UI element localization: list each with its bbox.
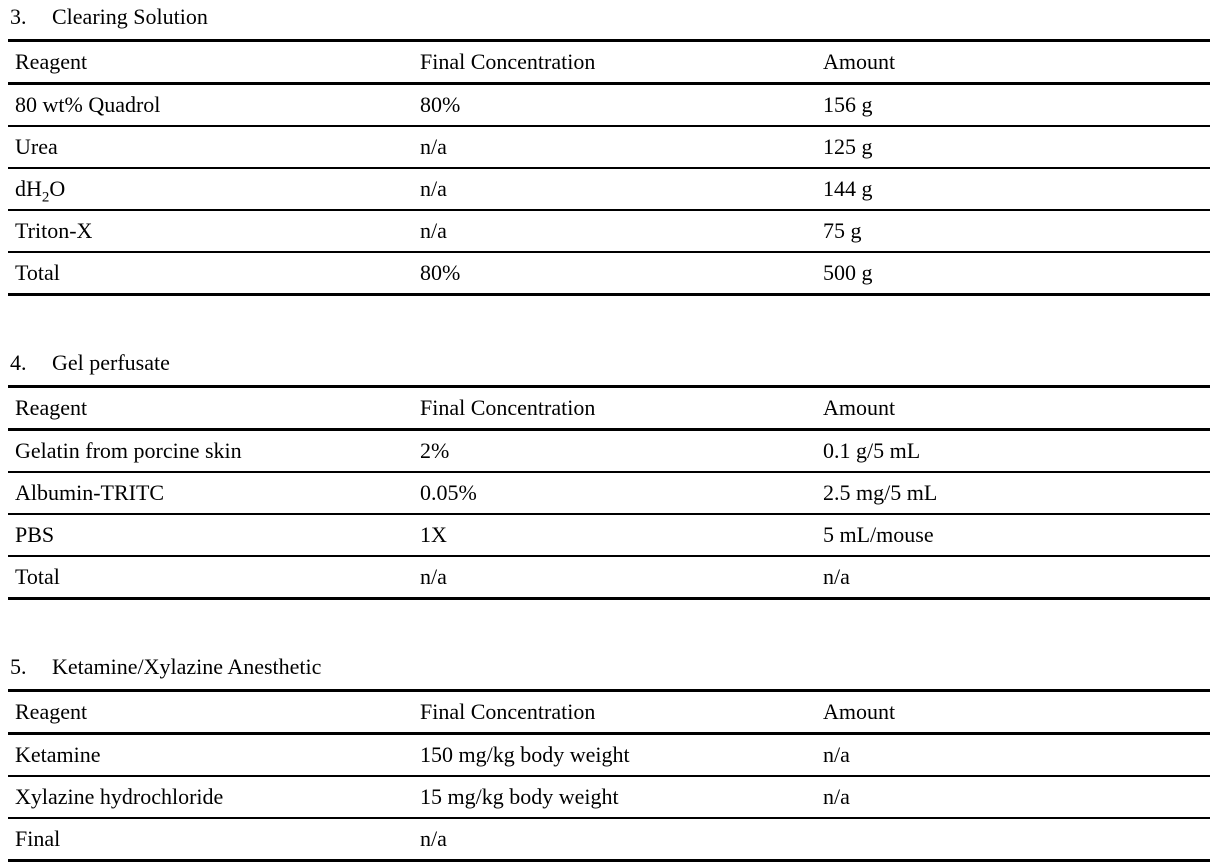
column-header: Final Concentration [413, 40, 816, 85]
table-cell: Urea [8, 126, 413, 169]
header-row: Reagent Final Concentration Amount [8, 690, 1210, 735]
section-heading: 5. Ketamine/Xylazine Anesthetic [10, 652, 1210, 682]
table-row: 80 wt% Quadrol 80% 156 g [8, 83, 1210, 127]
table-row: Xylazine hydrochloride 15 mg/kg body weig… [8, 776, 1210, 819]
table-cell: PBS [8, 514, 413, 557]
table-cell: n/a [823, 564, 850, 589]
table-cell [816, 818, 1210, 861]
table-cell: Total [15, 564, 60, 589]
table-row: Urea n/a 125 g [8, 126, 1210, 169]
table-row: Final n/a [8, 818, 1210, 861]
section-heading: 4. Gel perfusate [10, 348, 1210, 378]
table-cell: Total [15, 260, 60, 285]
section-title: Gel perfusate [52, 350, 170, 375]
table-row: Ketamine 150 mg/kg body weight n/a [8, 733, 1210, 777]
section-gel-perfusate: 4. Gel perfusate Reagent Final Concentrati… [8, 348, 1210, 600]
table-cell: n/a [420, 564, 447, 589]
reagent-table-clearing-solution: Reagent Final Concentration Amount 80 wt% … [8, 39, 1210, 296]
column-header: Reagent [8, 40, 413, 85]
table-row: PBS 1X 5 mL/mouse [8, 514, 1210, 557]
column-header: Reagent [8, 690, 413, 735]
header-row: Reagent Final Concentration Amount [8, 40, 1210, 85]
table-cell: 75 g [816, 210, 1210, 253]
table-cell: 144 g [816, 168, 1210, 211]
table-cell: Final [15, 826, 61, 851]
section-number: 4. [10, 350, 27, 375]
table-cell: n/a [413, 210, 816, 253]
table-cell: 80% [420, 260, 461, 285]
table-cell: 1X [413, 514, 816, 557]
table-cell: 0.1 g/5 mL [816, 429, 1210, 473]
table-row: dH2O n/a 144 g [8, 168, 1210, 211]
table-cell: 15 mg/kg body weight [413, 776, 816, 819]
section-ketamine-xylazine-anesthetic: 5. Ketamine/Xylazine Anesthetic Reagent Fi… [8, 652, 1210, 862]
section-number: 5. [10, 654, 27, 679]
section-number: 3. [10, 4, 27, 29]
section-title: Clearing Solution [52, 4, 208, 29]
table-cell: 156 g [816, 83, 1210, 127]
column-header: Final Concentration [413, 690, 816, 735]
table-cell: Xylazine hydrochloride [8, 776, 413, 819]
table-cell: 80% [413, 83, 816, 127]
section-clearing-solution: 3. Clearing Solution Reagent Final Concent… [8, 2, 1210, 296]
table-cell: Albumin-TRITC [8, 472, 413, 515]
table-cell: n/a [413, 126, 816, 169]
table-cell: 80 wt% Quadrol [8, 83, 413, 127]
table-row: Total n/a n/a [8, 556, 1210, 599]
table-cell: 150 mg/kg body weight [413, 733, 816, 777]
column-header: Amount [816, 40, 1210, 85]
table-cell: n/a [816, 733, 1210, 777]
table-cell: 5 mL/mouse [816, 514, 1210, 557]
table-cell: n/a [413, 168, 816, 211]
table-cell: 2.5 mg/5 mL [816, 472, 1210, 515]
table-row: Total 80% 500 g [8, 252, 1210, 295]
table-row: Albumin-TRITC 0.05% 2.5 mg/5 mL [8, 472, 1210, 515]
table-cell: 2% [413, 429, 816, 473]
table-row: Gelatin from porcine skin 2% 0.1 g/5 mL [8, 429, 1210, 473]
column-header: Amount [816, 690, 1210, 735]
section-title: Ketamine/Xylazine Anesthetic [52, 654, 322, 679]
table-cell: Gelatin from porcine skin [8, 429, 413, 473]
column-header: Final Concentration [413, 386, 816, 431]
table-cell: dH2O [8, 168, 413, 211]
header-row: Reagent Final Concentration Amount [8, 386, 1210, 431]
reagent-table-gel-perfusate: Reagent Final Concentration Amount Gelatin… [8, 385, 1210, 600]
column-header: Amount [816, 386, 1210, 431]
reagent-table-anesthetic: Reagent Final Concentration Amount Ketamin… [8, 689, 1210, 862]
table-cell: Triton-X [8, 210, 413, 253]
table-cell: Ketamine [8, 733, 413, 777]
table-cell: n/a [816, 776, 1210, 819]
column-header: Reagent [8, 386, 413, 431]
table-cell: 125 g [816, 126, 1210, 169]
table-cell: 500 g [823, 260, 873, 285]
table-cell: 0.05% [413, 472, 816, 515]
section-heading: 3. Clearing Solution [10, 2, 1210, 32]
table-cell: n/a [420, 826, 447, 851]
table-row: Triton-X n/a 75 g [8, 210, 1210, 253]
